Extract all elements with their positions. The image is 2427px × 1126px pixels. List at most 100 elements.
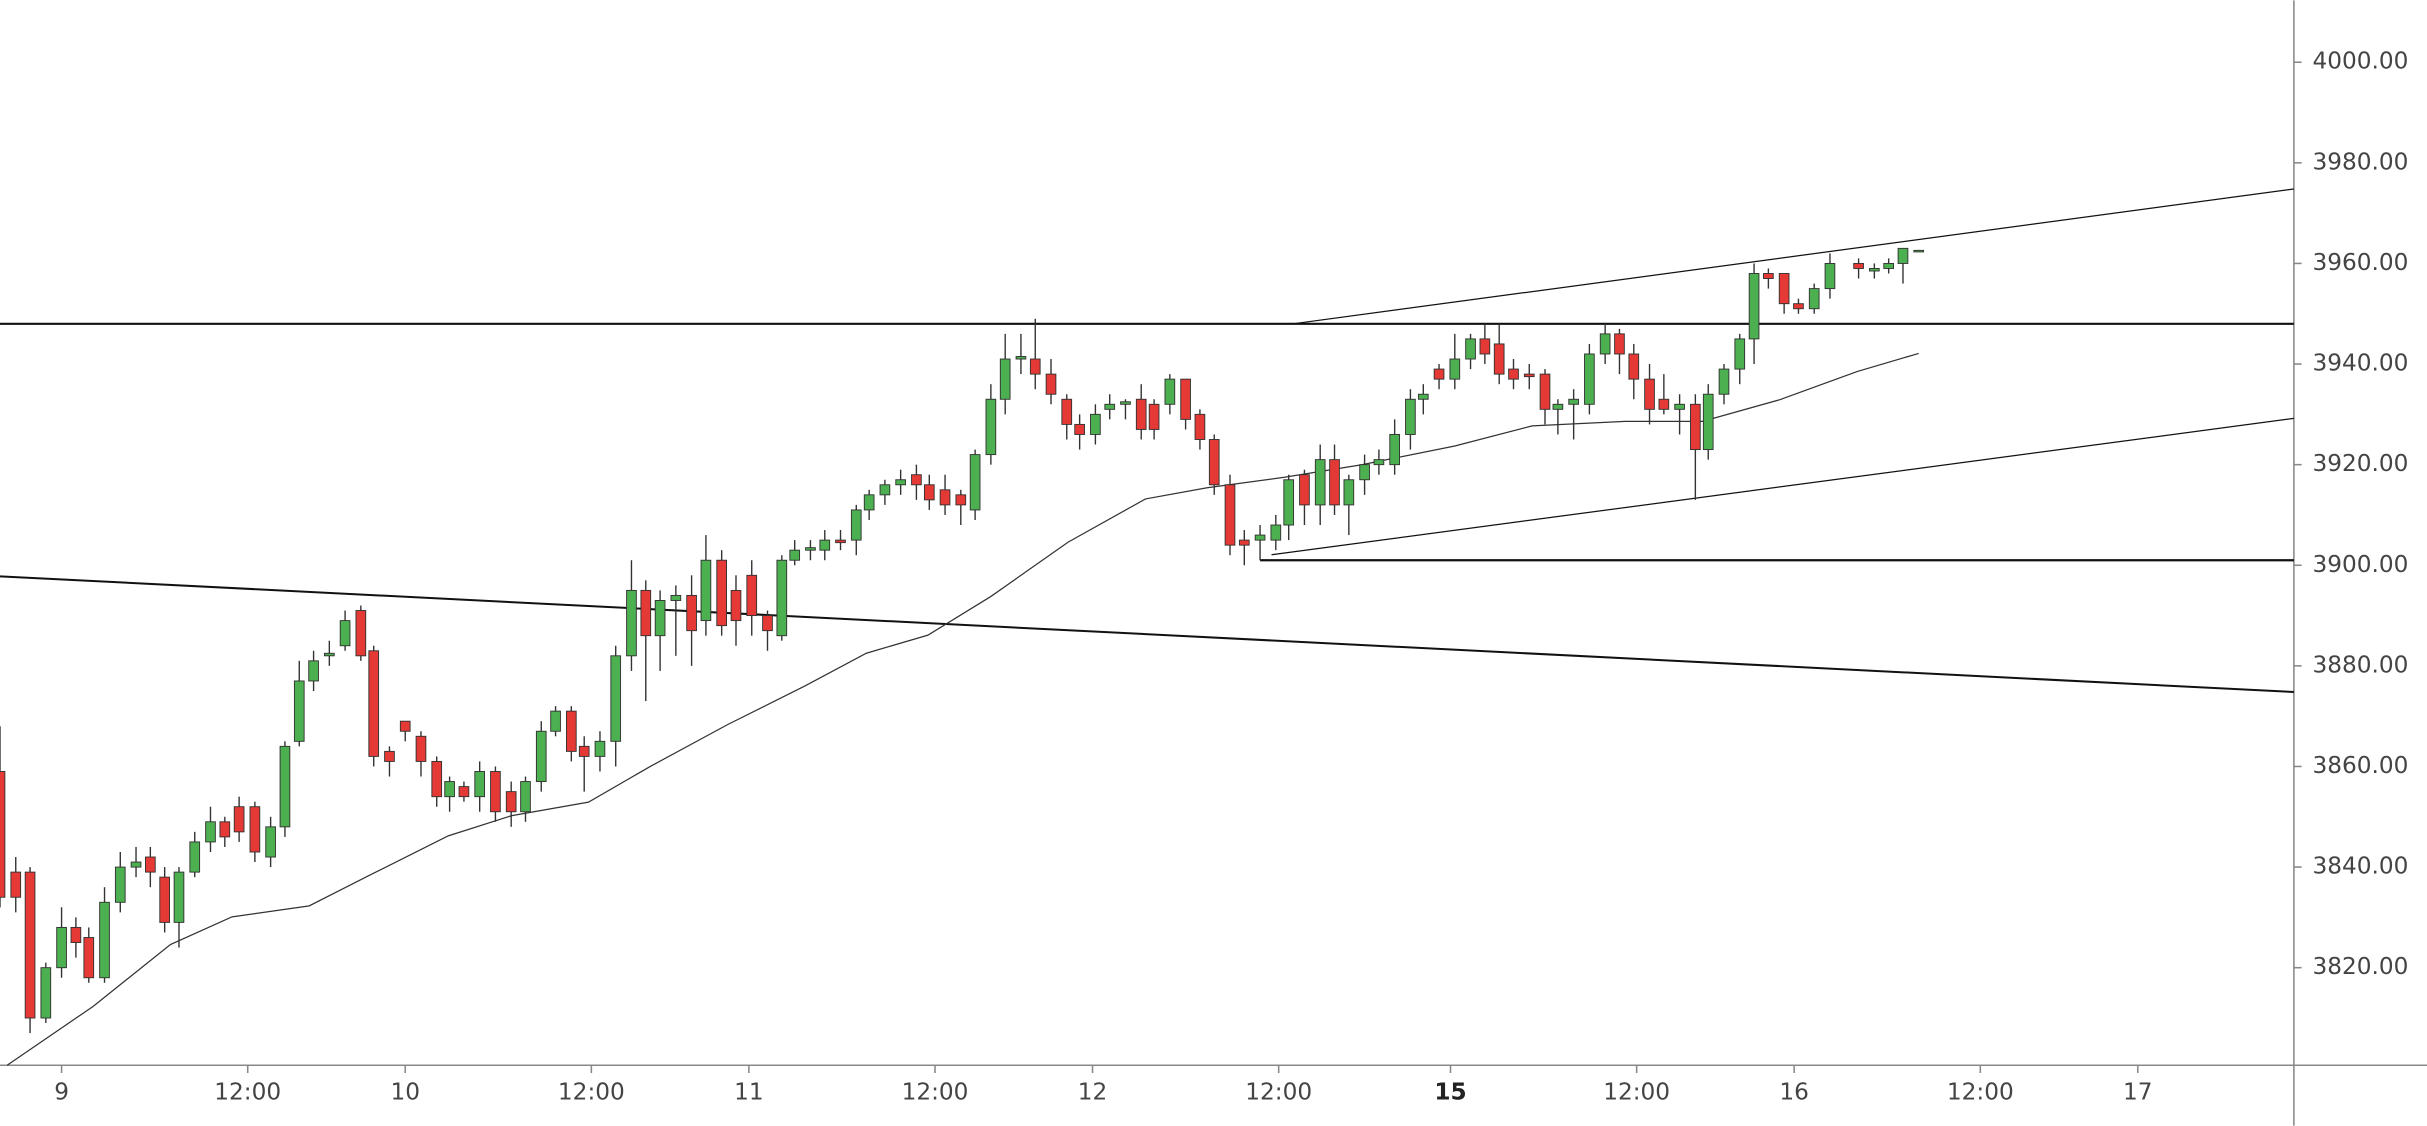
candle-body — [594, 740, 606, 757]
candle-body — [1599, 333, 1611, 355]
candle-body — [923, 484, 935, 501]
candle-body — [1148, 403, 1160, 430]
candle-body — [1869, 268, 1880, 272]
candle-body — [610, 655, 622, 742]
candle-body — [1224, 484, 1236, 546]
candle-body — [776, 559, 788, 637]
y-tick-label: 3820.00 — [2312, 953, 2408, 980]
candle-body — [819, 539, 831, 551]
candle-body — [444, 781, 455, 798]
candle-body — [1045, 373, 1057, 395]
candle-body — [1539, 373, 1551, 410]
candle-body — [399, 720, 411, 732]
x-tick-label: 11 — [734, 1079, 764, 1106]
candle-body — [1913, 249, 1925, 253]
candle-body — [1208, 439, 1220, 486]
candle-body — [1283, 479, 1295, 526]
candle-body — [173, 871, 185, 923]
candle-body — [324, 652, 335, 657]
candle-body — [835, 539, 846, 544]
candle-body — [1299, 474, 1310, 506]
candle-body — [458, 786, 470, 798]
candle-body — [249, 806, 261, 853]
candle-body — [1135, 398, 1147, 430]
candle-body — [1853, 262, 1864, 269]
candle-body — [1359, 464, 1370, 481]
candle-body — [700, 559, 712, 622]
candle-body — [1449, 358, 1461, 380]
y-tick-label: 3920.00 — [2312, 450, 2408, 477]
x-tick-label: 10 — [390, 1079, 420, 1106]
candle-body — [308, 660, 319, 682]
candle-body — [56, 926, 67, 969]
candle-body — [565, 710, 577, 752]
candle-body — [1718, 368, 1730, 395]
candle-body — [1164, 378, 1176, 405]
x-tick-label: 12:00 — [1603, 1079, 1670, 1106]
x-tick-label: 12:00 — [558, 1079, 625, 1106]
x-tick-label: 12:00 — [1947, 1079, 2014, 1106]
x-tick-label: 16 — [1779, 1079, 1809, 1106]
candle-body — [1479, 338, 1491, 355]
candle-body — [805, 547, 816, 551]
y-tick-label: 3900.00 — [2312, 551, 2408, 578]
candle-body — [999, 358, 1011, 400]
candle-body — [1614, 333, 1625, 355]
candle-body — [415, 735, 427, 762]
candle-body — [1074, 423, 1085, 435]
candle-body — [490, 771, 501, 813]
candle-body — [955, 494, 967, 506]
moving-average — [6, 352, 1919, 1066]
candle-body — [1674, 403, 1685, 410]
candle-body — [879, 484, 891, 496]
candle-body — [130, 861, 142, 868]
candle-body — [716, 559, 728, 627]
candle-body — [70, 926, 82, 943]
y-tick-label: 3980.00 — [2312, 148, 2408, 175]
candle-body — [159, 876, 171, 923]
candle-body — [265, 826, 276, 858]
candle-body — [1417, 393, 1429, 400]
candle-body — [1329, 459, 1340, 506]
candle-body — [911, 474, 922, 486]
candle-body — [1120, 401, 1131, 405]
candle-body — [474, 771, 486, 798]
candle-body — [1658, 398, 1670, 410]
candle-body — [24, 871, 36, 1019]
candle-body — [535, 730, 547, 783]
x-tick-label: 12:00 — [1245, 1079, 1312, 1106]
x-tick-label: 12:00 — [902, 1079, 969, 1106]
candle-body — [1254, 534, 1266, 541]
candle-body — [1029, 358, 1041, 375]
candle-body — [1180, 378, 1191, 420]
candle-body — [670, 594, 682, 601]
y-tick-label: 3940.00 — [2312, 350, 2408, 377]
candle-body — [1690, 403, 1701, 451]
drawn-line — [1271, 417, 2294, 556]
candle-body — [1389, 434, 1400, 466]
candle-body — [114, 866, 126, 903]
candle-body — [1465, 338, 1476, 360]
candle-body — [10, 871, 22, 898]
y-tick-label: 3860.00 — [2312, 752, 2408, 779]
candle-body — [189, 841, 201, 873]
candle-body — [1793, 303, 1804, 310]
candle-body — [293, 680, 305, 742]
candle-body — [1748, 273, 1760, 340]
candle-body — [1270, 524, 1282, 541]
candle-body — [219, 821, 231, 838]
candle-body — [985, 398, 997, 456]
drawn-line — [0, 575, 2294, 694]
candle-body — [626, 589, 637, 657]
candle-body — [0, 771, 6, 898]
candle-body — [686, 594, 697, 632]
candle-body — [1061, 398, 1073, 425]
candle-body — [1808, 288, 1820, 310]
candle-body — [368, 650, 380, 757]
candle-body — [1734, 338, 1746, 370]
y-tick-label: 3960.00 — [2312, 249, 2408, 276]
candle-body — [654, 600, 666, 637]
candle-body — [355, 610, 367, 657]
candle-body — [762, 615, 773, 632]
